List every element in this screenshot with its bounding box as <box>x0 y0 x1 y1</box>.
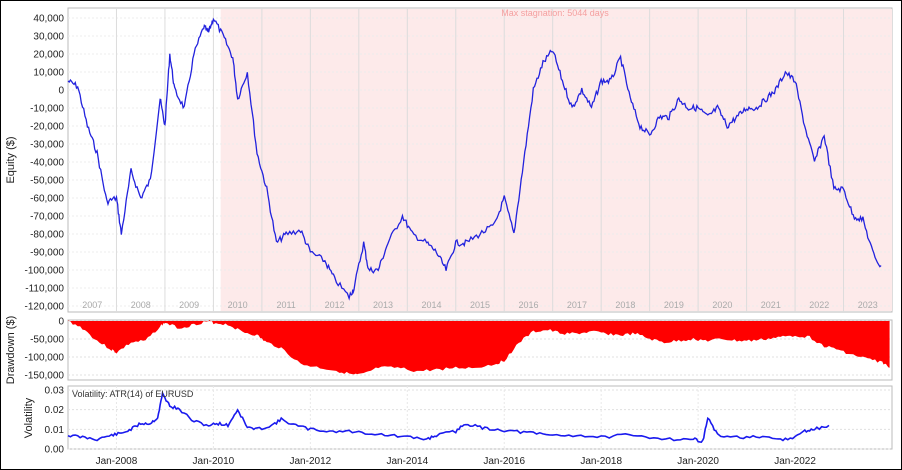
equity-y-tick: -90,000 <box>30 248 64 259</box>
drawdown-y-tick: 0 <box>58 317 64 328</box>
year-label: 2017 <box>567 300 587 310</box>
volatility-plot-area <box>67 385 893 450</box>
drawdown-axis-label: Drawdown ($) <box>5 316 17 384</box>
drawdown-y-tick: -50,000 <box>30 335 64 346</box>
year-label: 2020 <box>712 300 732 310</box>
year-label: 2008 <box>131 300 151 310</box>
year-label: 2015 <box>470 300 490 310</box>
volatility-y-tick: 0.01 <box>45 425 65 436</box>
year-label: 2014 <box>422 300 442 310</box>
x-axis-tick: Jan-2008 <box>96 456 138 467</box>
year-label: 2009 <box>179 300 199 310</box>
equity-y-tick: 30,000 <box>33 32 64 43</box>
drawdown-y-tick: -150,000 <box>25 371 65 382</box>
volatility-y-tick: 0.03 <box>45 386 65 397</box>
drawdown-y-tick: -100,000 <box>25 353 65 364</box>
x-axis-tick: Jan-2014 <box>386 456 428 467</box>
equity-y-tick: -40,000 <box>30 158 64 169</box>
year-label: 2012 <box>325 300 345 310</box>
year-label: 2018 <box>615 300 635 310</box>
year-label: 2016 <box>518 300 538 310</box>
equity-y-tick: 10,000 <box>33 68 64 79</box>
equity-axis-label: Equity ($) <box>5 136 17 183</box>
year-label: 2022 <box>809 300 829 310</box>
equity-y-tick: -110,000 <box>25 284 64 295</box>
volatility-y-tick: 0.02 <box>45 405 65 416</box>
equity-y-tick: 40,000 <box>33 14 64 25</box>
equity-y-tick: -120,000 <box>25 302 65 313</box>
drawdown-area <box>68 319 890 375</box>
equity-y-tick: -10,000 <box>30 104 64 115</box>
year-label: 2011 <box>276 300 295 310</box>
x-axis-tick: Jan-2020 <box>677 456 719 467</box>
volatility-line <box>67 390 830 444</box>
x-axis-tick: Jan-2012 <box>290 456 332 467</box>
equity-y-tick: -100,000 <box>25 266 65 277</box>
year-label: 2021 <box>761 300 781 310</box>
equity-y-tick: -80,000 <box>30 230 64 241</box>
x-axis-tick: Jan-2018 <box>580 456 622 467</box>
x-axis-tick: Jan-2010 <box>193 456 235 467</box>
volatility-axis-label: Volatility <box>23 397 35 438</box>
equity-y-tick: -50,000 <box>30 176 64 187</box>
equity-y-tick: 0 <box>58 86 64 97</box>
volatility-y-tick: 0.00 <box>45 445 65 456</box>
x-axis-tick: Jan-2016 <box>483 456 525 467</box>
max-stagnation-annotation: Max stagnation: 5044 days <box>501 8 609 18</box>
equity-line <box>67 17 882 301</box>
year-label: 2013 <box>373 300 393 310</box>
equity-y-tick: -20,000 <box>30 122 64 133</box>
equity-y-tick: -70,000 <box>30 212 64 223</box>
equity-y-tick: 20,000 <box>33 50 64 61</box>
year-label: 2010 <box>228 300 248 310</box>
year-label: 2007 <box>82 300 102 310</box>
x-axis-tick: Jan-2022 <box>774 456 816 467</box>
volatility-annotation: Volatility: ATR(14) of EURUSD <box>72 389 194 399</box>
equity-y-tick: -30,000 <box>30 140 64 151</box>
year-label: 2023 <box>858 300 878 310</box>
equity-y-tick: -60,000 <box>30 194 64 205</box>
year-label: 2019 <box>664 300 684 310</box>
